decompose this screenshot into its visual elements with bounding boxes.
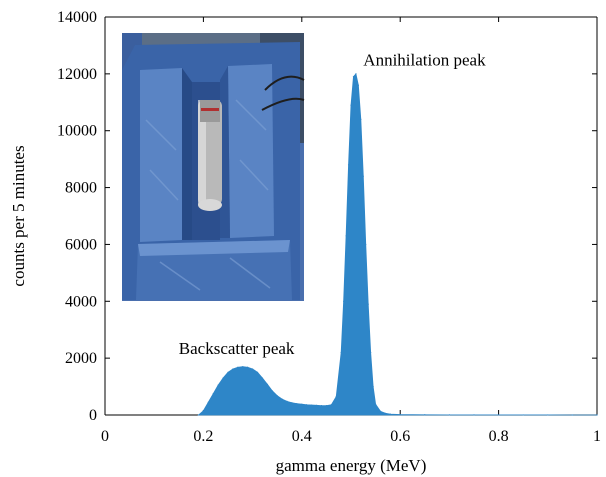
spectrum-point: [498, 414, 500, 416]
spectrum-point: [571, 414, 574, 416]
x-tick-label: 0.8: [489, 428, 509, 445]
backscatter-peak-label: Backscatter peak: [179, 339, 295, 358]
y-tick-label: 2000: [65, 350, 97, 367]
spectrum-point: [343, 300, 345, 302]
y-tick-label: 10000: [57, 123, 97, 140]
x-tick-label: 0.2: [193, 428, 213, 445]
y-tick-label: 14000: [57, 9, 97, 26]
spectrum-point: [291, 402, 293, 404]
spectrum-point: [379, 410, 382, 412]
spectrum-point: [473, 414, 475, 416]
spectrum-point: [232, 368, 234, 370]
y-tick-label: 4000: [65, 293, 97, 310]
spectrum-point: [261, 377, 264, 379]
spectrum-point: [266, 383, 268, 385]
x-tick-label: 0.6: [390, 428, 410, 445]
y-axis-title: counts per 5 minutes: [9, 145, 28, 286]
spectrum-point: [197, 414, 200, 416]
spectrum-point: [315, 404, 318, 406]
spectrum-point: [389, 413, 391, 415]
spectrum-point: [372, 385, 374, 388]
annihilation-peak-label: Annihilation peak: [363, 50, 486, 69]
x-tick-label: 0: [101, 428, 109, 445]
spectrum-point: [247, 366, 249, 368]
spectrum-area: [197, 72, 598, 416]
spectrum-point: [367, 303, 369, 305]
spectrum-point: [424, 414, 426, 416]
x-tick-label: 0.4: [292, 428, 312, 445]
spectrum-point: [301, 403, 303, 405]
x-tick-label: 1: [593, 428, 601, 445]
spectrum-point: [271, 390, 273, 392]
spectrum-point: [242, 366, 244, 368]
spectrum-point: [207, 401, 209, 403]
spectrum-point: [252, 368, 254, 370]
y-tick-label: 8000: [65, 180, 97, 197]
spectrum-point: [330, 404, 332, 406]
spectrum-point: [340, 351, 342, 354]
spectrum-point: [370, 351, 372, 354]
spectrum-point: [325, 405, 327, 407]
x-axis-title: gamma energy (MeV): [276, 456, 427, 475]
spectrum-point: [365, 243, 367, 246]
spectrum-point: [227, 371, 229, 373]
detector-photo-inset: [122, 33, 305, 301]
spectrum-point: [362, 175, 364, 177]
spectrum-point: [345, 235, 347, 237]
spectrum-point: [217, 384, 219, 386]
spectrum-point: [320, 405, 323, 407]
spectrum-point: [360, 118, 362, 120]
spectrum-point: [522, 414, 524, 416]
spectrum-point: [286, 400, 288, 402]
spectrum-point: [350, 104, 352, 106]
spectrum-point: [347, 164, 350, 166]
spectrum-point: [276, 395, 278, 397]
y-tick-label: 12000: [57, 66, 97, 83]
spectrum-point: [281, 398, 283, 400]
spectrum-point: [448, 414, 450, 416]
spectrum-point: [357, 84, 359, 86]
spectrum-point: [311, 404, 313, 406]
spectrum-point: [335, 395, 337, 398]
spectrum-point: [352, 76, 355, 78]
spectrum-point: [212, 393, 214, 395]
plot-frame: [104, 16, 598, 416]
spectrum-point: [306, 404, 308, 406]
spectrum-point: [222, 377, 224, 379]
y-tick-label: 6000: [65, 236, 97, 253]
spectrum-point: [237, 366, 239, 368]
spectrum-point: [547, 414, 549, 416]
spectrum-point: [384, 412, 387, 414]
spectrum-point: [596, 414, 598, 416]
spectrum-point: [202, 410, 204, 412]
spectrum-point: [296, 403, 298, 405]
y-tick-label: 0: [89, 407, 97, 424]
spectrum-point: [355, 73, 357, 75]
spectrum-point: [399, 413, 401, 416]
spectrum-point: [375, 403, 377, 405]
spectrum-point: [256, 371, 259, 373]
